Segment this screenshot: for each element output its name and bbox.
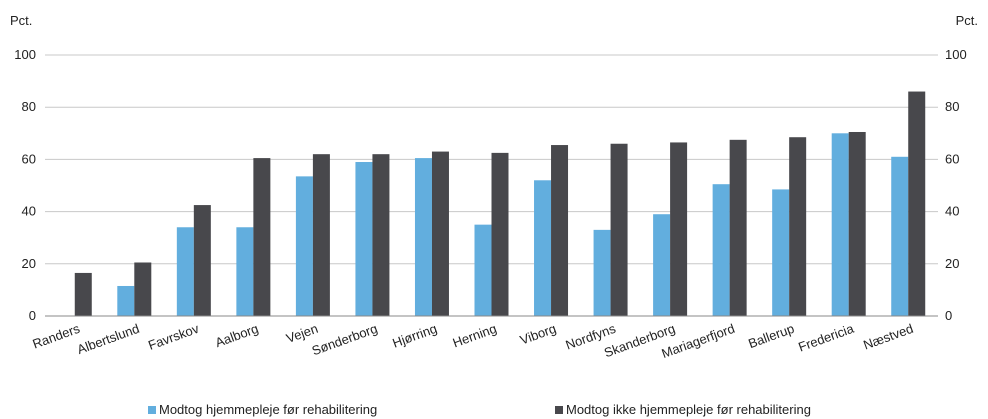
bar-2-13: [848, 131, 866, 316]
bar-1-8: [534, 180, 552, 316]
x-tick-label-2: Favrskov: [146, 321, 201, 353]
y-tick-left-100: 100: [14, 47, 36, 62]
bar-2-7: [491, 152, 509, 316]
legend-item-series-2: Modtog ikke hjemmepleje før rehabiliteri…: [555, 402, 811, 417]
y-tick-left-20: 20: [22, 256, 36, 271]
bar-1-10: [653, 214, 671, 316]
bar-2-10: [670, 142, 688, 316]
legend-label-series-1: Modtog hjemmepleje før rehabilitering: [159, 402, 378, 417]
y-tick-right-100: 100: [945, 47, 967, 62]
bar-2-9: [610, 143, 628, 316]
bar-1-13: [831, 133, 849, 316]
y-unit-right: Pct.: [956, 13, 978, 28]
bar-1-12: [772, 189, 790, 316]
x-tick-label-5: Sønderborg: [310, 321, 380, 359]
bar-2-11: [729, 139, 747, 316]
bars: [74, 91, 926, 316]
y-tick-right-0: 0: [945, 308, 952, 323]
bar-1-6: [414, 158, 432, 316]
y-axis-right: 0 20 40 60 80 100: [945, 47, 967, 323]
x-tick-label-0: Randers: [30, 321, 82, 352]
x-tick-label-12: Ballerup: [746, 321, 796, 351]
x-tick-label-8: Viborg: [518, 321, 558, 348]
bar-2-4: [312, 154, 330, 316]
legend-label-series-2: Modtog ikke hjemmepleje før rehabiliteri…: [566, 402, 811, 417]
bar-2-3: [253, 158, 271, 316]
x-tick-label-1: Albertslund: [75, 321, 141, 357]
bar-1-7: [474, 224, 492, 316]
y-tick-left-0: 0: [29, 308, 36, 323]
bar-2-6: [431, 151, 449, 316]
bar-2-2: [193, 205, 211, 316]
y-tick-right-80: 80: [945, 99, 959, 114]
x-tick-label-7: Herning: [451, 321, 499, 351]
bar-chart: 0 20 40 60 80 100 0 20 40 60 80 100 RandersAlberts…: [10, 13, 978, 361]
bar-1-14: [891, 156, 909, 316]
x-tick-label-13: Fredericia: [796, 320, 856, 354]
legend-swatch-series-1: [148, 405, 156, 414]
bar-1-2: [176, 227, 194, 316]
bar-2-1: [134, 262, 152, 316]
legend: Modtog hjemmepleje før rehabilitering Mo…: [0, 400, 988, 419]
y-tick-right-40: 40: [945, 204, 959, 219]
x-tick-label-6: Hjørring: [390, 321, 439, 351]
bar-1-1: [117, 285, 135, 316]
bar-2-12: [789, 137, 807, 316]
x-tick-label-3: Aalborg: [213, 321, 260, 350]
y-unit-left: Pct.: [10, 13, 32, 28]
bar-1-4: [295, 176, 313, 316]
y-tick-right-20: 20: [945, 256, 959, 271]
bar-2-0: [74, 272, 92, 316]
bar-2-14: [908, 91, 926, 316]
bar-1-11: [712, 184, 730, 316]
bar-1-3: [236, 227, 254, 316]
y-axis-left: 0 20 40 60 80 100: [14, 47, 36, 323]
y-tick-left-40: 40: [22, 204, 36, 219]
bar-1-9: [593, 229, 611, 316]
x-tick-label-14: Næstved: [861, 321, 915, 353]
legend-swatch-series-2: [555, 405, 563, 414]
legend-item-series-1: Modtog hjemmepleje før rehabilitering: [148, 402, 377, 417]
bar-2-5: [372, 154, 390, 316]
y-tick-left-60: 60: [22, 151, 36, 166]
y-tick-left-80: 80: [22, 99, 36, 114]
y-tick-right-60: 60: [945, 151, 959, 166]
bar-1-5: [355, 162, 373, 316]
bar-2-8: [551, 145, 569, 316]
